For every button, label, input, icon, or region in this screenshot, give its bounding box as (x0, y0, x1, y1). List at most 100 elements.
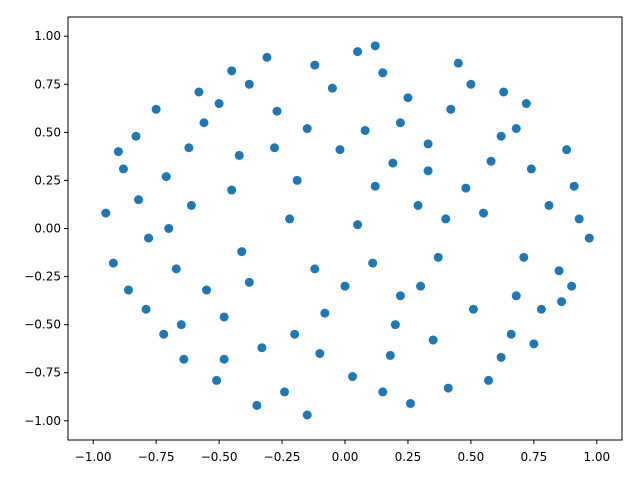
point (327, 83, 337, 93)
point (496, 352, 506, 362)
point (395, 118, 405, 128)
point (302, 124, 312, 134)
point (584, 233, 594, 243)
x-tick-label: −0.75 (138, 450, 175, 464)
point (567, 281, 577, 291)
x-tick-label: 0.50 (458, 450, 485, 464)
point (320, 308, 330, 318)
point (244, 277, 254, 287)
point (134, 195, 144, 205)
x-tick-label: −0.50 (201, 450, 238, 464)
point (466, 79, 476, 89)
point (360, 125, 370, 135)
point (486, 156, 496, 166)
point (370, 41, 380, 51)
point (385, 350, 395, 360)
y-tick-label: 0.25 (34, 173, 61, 187)
point (252, 400, 262, 410)
point (484, 375, 494, 385)
x-tick-label: 0.25 (395, 450, 422, 464)
point (262, 52, 272, 62)
point (388, 158, 398, 168)
point (227, 185, 237, 195)
point (118, 164, 128, 174)
point (378, 387, 388, 397)
point (446, 104, 456, 114)
point (144, 233, 154, 243)
point (413, 200, 423, 210)
point (395, 291, 405, 301)
point (214, 99, 224, 109)
point (212, 375, 222, 385)
point (468, 304, 478, 314)
point (378, 68, 388, 78)
point (186, 200, 196, 210)
y-tick-label: −1.00 (24, 414, 61, 428)
point (199, 118, 209, 128)
point (441, 214, 451, 224)
point (496, 131, 506, 141)
point (280, 387, 290, 397)
axes-frame (67, 16, 623, 441)
point (184, 143, 194, 153)
point (151, 104, 161, 114)
x-tick-label: 0.75 (521, 450, 548, 464)
point (285, 214, 295, 224)
point (511, 124, 521, 134)
point (521, 99, 531, 109)
point (141, 304, 151, 314)
point (370, 181, 380, 191)
point (257, 343, 267, 353)
point (453, 58, 463, 68)
point (368, 258, 378, 268)
point (433, 252, 443, 262)
point (416, 281, 426, 291)
point (244, 79, 254, 89)
point (101, 208, 111, 218)
point (499, 87, 509, 97)
point (219, 354, 229, 364)
point (159, 329, 169, 339)
point (113, 147, 123, 157)
point (569, 181, 579, 191)
point (557, 297, 567, 307)
x-tick-label: −0.25 (264, 450, 301, 464)
point (403, 93, 413, 103)
x-tick-label: −1.00 (75, 450, 112, 464)
point (310, 60, 320, 70)
point (506, 329, 516, 339)
point (202, 285, 211, 295)
point (179, 354, 189, 364)
point (171, 264, 181, 274)
point (461, 183, 471, 193)
point (237, 247, 247, 257)
point (123, 285, 133, 295)
point (428, 335, 438, 345)
point (194, 87, 204, 97)
point (161, 172, 171, 182)
y-tick-label: 0.75 (34, 77, 61, 91)
y-tick-label: 1.00 (34, 29, 61, 43)
point (335, 145, 345, 155)
point (176, 320, 186, 330)
point (310, 264, 320, 274)
point (554, 266, 564, 276)
point (348, 372, 358, 382)
point (340, 281, 350, 291)
point (529, 339, 539, 349)
point (290, 329, 300, 339)
point (479, 208, 488, 218)
point (423, 139, 433, 149)
point (519, 252, 529, 262)
point (164, 224, 174, 233)
point (269, 143, 279, 153)
point (315, 348, 325, 358)
point (131, 131, 141, 141)
y-tick-label: 0.00 (34, 222, 61, 236)
point (511, 291, 521, 301)
y-tick-label: −0.75 (24, 366, 61, 380)
point (574, 214, 584, 224)
point (353, 47, 363, 57)
point (353, 220, 363, 230)
